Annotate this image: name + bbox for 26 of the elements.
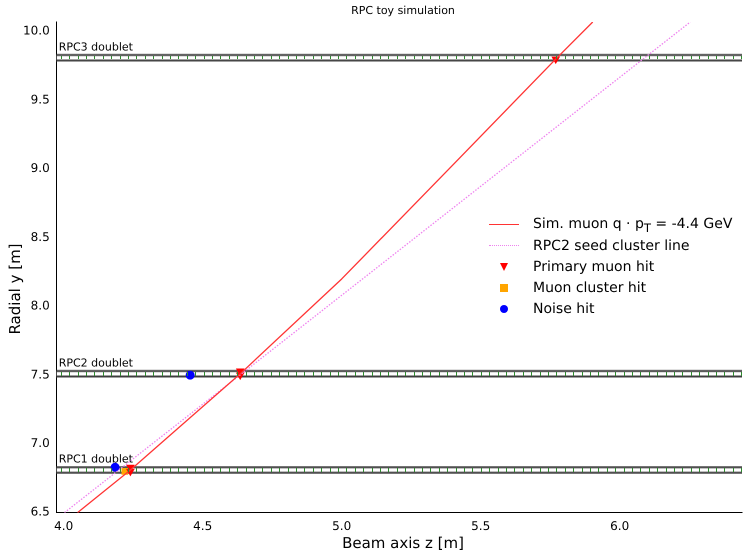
y-axis-title: Radial y [m] <box>6 242 24 337</box>
x-tick-label: 5.0 <box>332 518 352 533</box>
band-label: RPC2 doublet <box>58 356 134 370</box>
x-axis-title: Beam axis z [m] <box>341 534 465 552</box>
point <box>110 462 120 472</box>
y-tick-label: 9.5 <box>30 92 50 106</box>
y-tick-label: 8.0 <box>30 298 50 313</box>
band-label: RPC1 doublet <box>58 452 134 466</box>
legend-label: Noise hit <box>533 301 595 318</box>
band-label: RPC3 doublet <box>58 40 134 54</box>
legend-label: Sim. muon q · p$_{T}$ = -4.4 GeV <box>533 216 732 235</box>
y-tick-label: 9.0 <box>30 161 50 176</box>
legend-label: RPC2 seed cluster line <box>533 238 690 254</box>
y-tick-label: 10.0 <box>23 24 50 38</box>
x-tick-label: 6.0 <box>610 518 630 533</box>
legend-label: Muon cluster hit <box>533 280 646 296</box>
y-tick-label: 7.5 <box>30 367 50 382</box>
x-tick-label: 5.5 <box>471 518 490 533</box>
x-tick-label: 4.5 <box>193 518 212 533</box>
y-tick-label: 7.0 <box>30 436 50 450</box>
y-tick-label: 6.5 <box>30 504 50 519</box>
point <box>186 370 195 380</box>
y-tick-label: 8.5 <box>30 230 50 244</box>
legend-label: Primary muon hit <box>533 259 654 276</box>
x-tick-label: 4.0 <box>54 518 74 533</box>
chart-title: RPC toy simulation <box>350 4 456 17</box>
